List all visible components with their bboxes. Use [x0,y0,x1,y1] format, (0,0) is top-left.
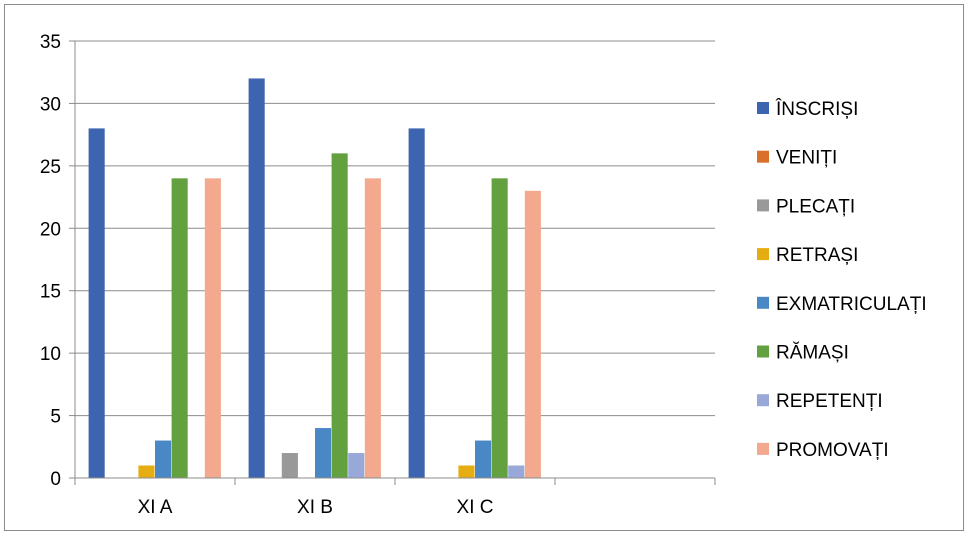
bar [88,128,105,478]
category-labels: XI A XI B XI C [138,497,494,518]
bar [491,178,508,479]
y-tick-label: 35 [40,32,61,53]
bar [138,465,155,478]
category-label: XI B [297,497,333,518]
y-tick-labels: 0 5 10 15 20 25 30 35 [40,32,61,490]
y-tick-label: 0 [50,469,61,490]
bar [458,465,475,478]
bar [408,128,425,478]
bar [315,428,332,478]
bar [281,453,298,478]
y-tick-label: 25 [40,157,61,178]
bar [364,178,381,479]
legend-swatch [757,199,769,212]
legend: ÎNSCRIȘI VENIȚI PLECAȚI RETRAȘI EXMATRICULAȚ… [757,98,927,461]
y-tick-label: 10 [40,344,61,365]
legend-swatch [757,442,769,455]
legend-swatch [757,345,769,358]
legend-label: VENIȚI [776,148,837,169]
y-tick-label: 15 [40,282,61,303]
bar [171,178,188,479]
gridlines [75,40,715,417]
bar [475,440,492,478]
bar [204,178,221,479]
bar [248,78,265,478]
bar [524,190,541,479]
axes [69,40,716,485]
legend-label: EXMATRICULAȚI [776,294,927,315]
category-label: XI C [457,497,494,518]
legend-label: REPETENȚI [776,391,883,412]
legend-swatch [757,394,769,407]
bars [88,78,541,479]
bar [508,465,525,478]
legend-label: PROMOVAȚI [776,440,889,461]
legend-swatch [757,102,769,114]
legend-label: PLECAȚI [776,196,855,217]
bar [348,453,365,478]
legend-label: RETRAȘI [776,245,858,266]
bar [155,440,172,478]
bar [331,153,348,478]
legend-swatch [757,248,769,261]
legend-swatch [757,150,769,163]
y-tick-label: 5 [50,407,61,428]
y-tick-label: 30 [40,94,61,115]
category-label: XI A [138,497,173,518]
legend-swatch [757,296,769,309]
legend-label: ÎNSCRIȘI [775,98,858,120]
y-tick-label: 20 [40,219,61,240]
legend-label: RĂMAȘI [776,343,849,364]
